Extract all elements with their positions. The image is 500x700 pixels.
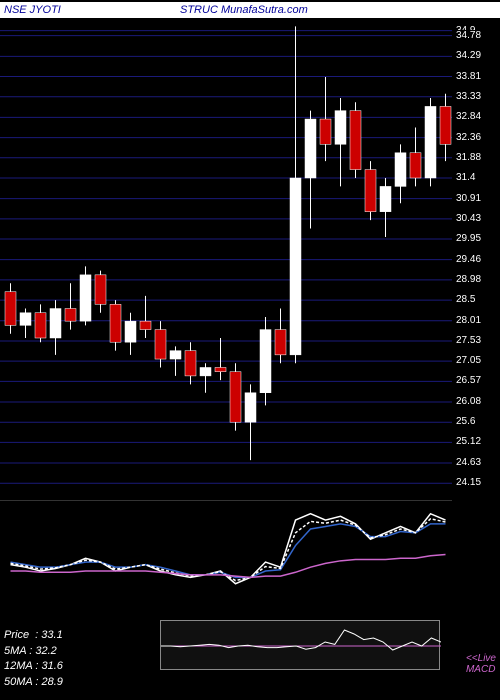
info-price: Price : 33.1 xyxy=(4,628,63,643)
candle[interactable] xyxy=(380,186,391,211)
y-axis-label: 32.36 xyxy=(454,132,498,143)
y-axis: 34.934.7834.2933.8133.3332.8432.3631.883… xyxy=(452,18,500,498)
y-axis-label: 25.6 xyxy=(454,416,498,427)
y-axis-label: 28.98 xyxy=(454,274,498,285)
y-axis-label: 26.08 xyxy=(454,396,498,407)
y-axis-label: 33.33 xyxy=(454,91,498,102)
price-info-box: Price : 33.1 5MA : 32.2 12MA : 31.6 50MA… xyxy=(4,628,63,690)
candle[interactable] xyxy=(395,153,406,187)
info-5ma: 5MA : 32.2 xyxy=(4,644,63,659)
macd-label: <<Live MACD xyxy=(466,653,496,675)
candle[interactable] xyxy=(80,275,91,321)
y-axis-label: 32.84 xyxy=(454,111,498,122)
candle[interactable] xyxy=(245,393,256,422)
y-axis-label: 29.95 xyxy=(454,233,498,244)
chart-header: NSE JYOTI STRUC MunafaSutra.com xyxy=(0,2,500,18)
candle[interactable] xyxy=(95,275,106,304)
y-axis-label: 31.88 xyxy=(454,152,498,163)
candle[interactable] xyxy=(200,367,211,375)
candle[interactable] xyxy=(320,119,331,144)
candle[interactable] xyxy=(440,106,451,144)
candle[interactable] xyxy=(425,106,436,178)
y-axis-label: 27.53 xyxy=(454,335,498,346)
y-axis-label: 34.29 xyxy=(454,50,498,61)
candle[interactable] xyxy=(305,119,316,178)
price-chart-area[interactable] xyxy=(0,18,452,498)
ticker-symbol: NSE JYOTI xyxy=(0,4,61,16)
y-axis-label: 24.15 xyxy=(454,477,498,488)
candle[interactable] xyxy=(65,309,76,322)
candle[interactable] xyxy=(140,321,151,329)
candle[interactable] xyxy=(185,351,196,376)
y-axis-label: 24.63 xyxy=(454,457,498,468)
candle[interactable] xyxy=(215,367,226,371)
source-label: STRUC MunafaSutra.com xyxy=(180,4,308,16)
candle[interactable] xyxy=(365,170,376,212)
y-axis-label: 27.05 xyxy=(454,355,498,366)
candle[interactable] xyxy=(125,321,136,342)
candle[interactable] xyxy=(50,309,61,338)
candle[interactable] xyxy=(410,153,421,178)
candle[interactable] xyxy=(110,304,121,342)
candle[interactable] xyxy=(170,351,181,359)
candle[interactable] xyxy=(290,178,301,355)
stock-chart-container: NSE JYOTI STRUC MunafaSutra.com 34.934.7… xyxy=(0,0,500,700)
y-axis-label: 25.12 xyxy=(454,436,498,447)
y-axis-label: 28.01 xyxy=(454,315,498,326)
candle[interactable] xyxy=(350,111,361,170)
y-axis-label: 29.46 xyxy=(454,254,498,265)
macd-inset xyxy=(160,620,440,670)
candle[interactable] xyxy=(230,372,241,423)
indicator-panel[interactable] xyxy=(0,500,452,640)
info-12ma: 12MA : 31.6 xyxy=(4,659,63,674)
y-axis-label: 30.43 xyxy=(454,213,498,224)
candle[interactable] xyxy=(275,330,286,355)
y-axis-label: 31.4 xyxy=(454,172,498,183)
y-axis-label: 30.91 xyxy=(454,193,498,204)
y-axis-label: 33.81 xyxy=(454,71,498,82)
candle[interactable] xyxy=(5,292,16,326)
candle[interactable] xyxy=(35,313,46,338)
info-50ma: 50MA : 28.9 xyxy=(4,675,63,690)
candle[interactable] xyxy=(155,330,166,359)
candle[interactable] xyxy=(335,111,346,145)
y-axis-label: 34.78 xyxy=(454,30,498,41)
y-axis-label: 26.57 xyxy=(454,375,498,386)
candle[interactable] xyxy=(260,330,271,393)
y-axis-label: 28.5 xyxy=(454,294,498,305)
candle[interactable] xyxy=(20,313,31,326)
